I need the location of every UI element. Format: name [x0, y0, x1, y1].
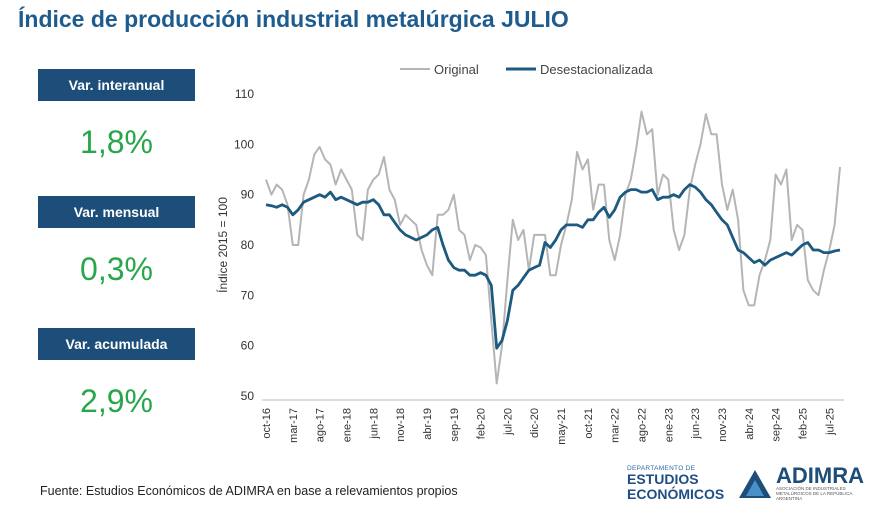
source-note: Fuente: Estudios Económicos de ADIMRA en… [40, 484, 458, 498]
y-tick-label: 60 [241, 339, 255, 353]
adimra-logo-sub: ASOCIACIÓN DE INDUSTRIALES METALÚRGICOS … [776, 486, 866, 501]
x-tick-label: jul-25 [824, 408, 836, 436]
dept-logo-line2: ECONÓMICOS [627, 487, 724, 502]
y-tick-label: 90 [241, 188, 255, 202]
legend-desest-label: Desestacionalizada [540, 62, 654, 77]
legend-original-label: Original [434, 62, 479, 77]
dept-logo-line1: ESTUDIOS [627, 472, 724, 487]
y-axis-label: Índice 2015 = 100 [215, 197, 230, 293]
y-tick-label: 70 [241, 288, 255, 302]
x-tick-label: ene-23 [663, 408, 675, 442]
x-tick-label: mar-17 [288, 408, 300, 443]
x-tick-label: feb-25 [797, 408, 809, 439]
y-tick-label: 100 [234, 137, 254, 151]
x-tick-label: abr-24 [744, 408, 756, 440]
series-line-desestacionalizada [266, 185, 840, 349]
x-tick-label: ago-22 [637, 408, 649, 442]
x-tick-label: oct-21 [583, 408, 595, 439]
y-tick-label: 110 [235, 87, 254, 101]
chart-legend: Original Desestacionalizada [400, 62, 654, 77]
y-tick-label: 50 [241, 389, 255, 403]
x-tick-label: mar-22 [610, 408, 622, 443]
adimra-logo-icon [738, 468, 772, 500]
x-tick-label: jun-18 [368, 408, 380, 440]
dept-logo: DEPARTAMENTO DE ESTUDIOS ECONÓMICOS [627, 465, 724, 502]
x-tick-label: ene-18 [341, 408, 353, 442]
y-tick-label: 80 [241, 238, 255, 252]
x-tick-label: nov-18 [395, 408, 407, 442]
x-tick-label: abr-19 [422, 408, 434, 440]
x-tick-label: dic-20 [529, 408, 541, 438]
x-tick-label: sep-24 [771, 408, 783, 442]
adimra-logo-word: ADIMRA [776, 466, 866, 486]
x-tick-label: may-21 [556, 408, 568, 445]
x-tick-label: ago-17 [315, 408, 327, 442]
x-tick-label: oct-16 [261, 408, 273, 439]
x-tick-label: jun-23 [690, 408, 702, 440]
x-tick-label: feb-20 [476, 408, 488, 439]
x-tick-label: sep-19 [449, 408, 461, 442]
series-line-original [266, 112, 840, 384]
x-tick-label: nov-23 [717, 408, 729, 442]
adimra-logo: ADIMRA ASOCIACIÓN DE INDUSTRIALES METALÚ… [738, 466, 866, 501]
x-tick-label: jul-20 [502, 408, 514, 436]
